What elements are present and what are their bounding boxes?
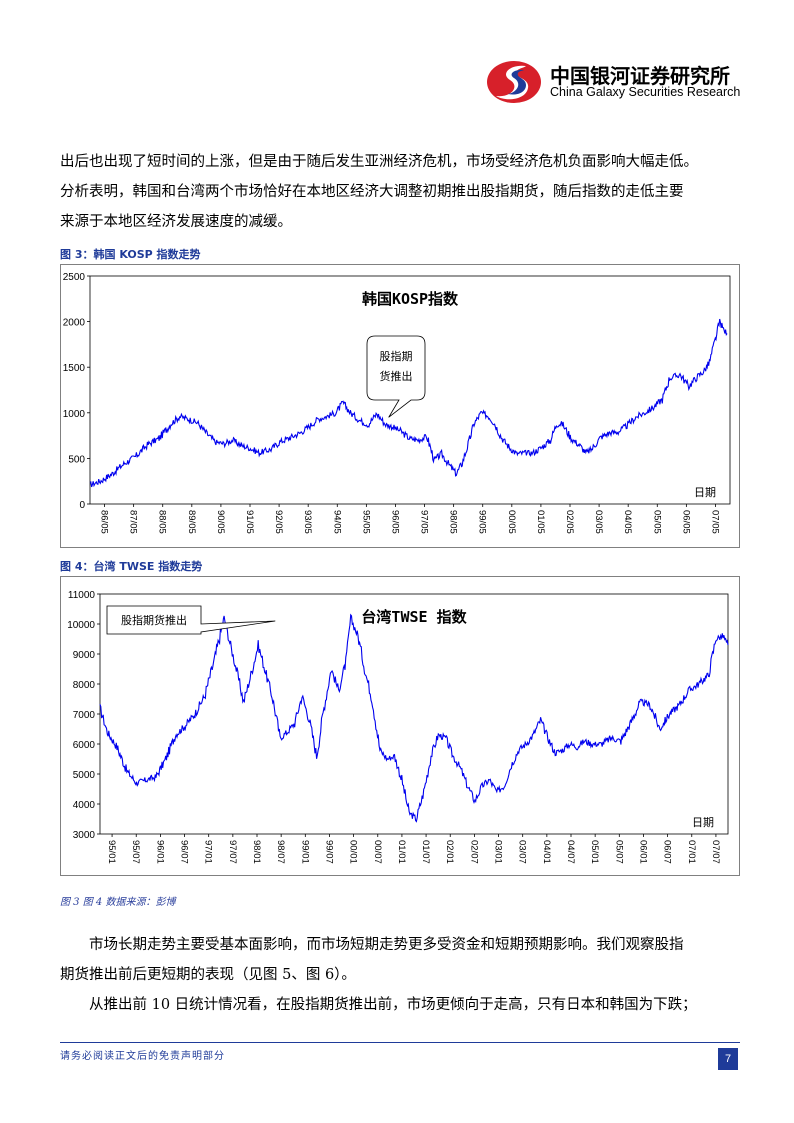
x-tick-label: 00/07 <box>372 840 383 864</box>
x-tick-label: 02/05 <box>564 510 575 534</box>
figure-3-caption: 图 3：韩国 KOSP 指数走势 <box>60 248 201 261</box>
x-tick-label: 00/01 <box>348 840 359 864</box>
footer-divider <box>60 1042 740 1043</box>
x-tick-label: 97/07 <box>227 840 238 864</box>
x-tick-label: 00/05 <box>506 510 517 534</box>
y-tick-label: 4000 <box>73 800 96 811</box>
chart-title: 韩国KOSP指数 <box>362 290 459 308</box>
series-line <box>99 613 729 823</box>
x-tick-label: 98/05 <box>448 510 459 534</box>
kosp-line-chart: 0 500 1000 1500 2000 2500 86/05 87/05 88/05 89/05… <box>60 264 740 548</box>
text-line: 期货推出前后更短期的表现（见图 5、图 6）。 <box>60 967 356 983</box>
body-paragraph-top: 出后也出现了短时间的上涨，但是由于随后发生亚洲经济危机，市场受经济危机负面影响大… <box>60 147 740 237</box>
y-tick-label: 9000 <box>73 650 96 661</box>
x-tick-label: 90/05 <box>215 510 226 534</box>
y-tick-label: 1500 <box>63 363 86 374</box>
x-tick-label: 03/01 <box>493 840 504 864</box>
x-tick-label: 07/05 <box>709 510 720 534</box>
y-tick-label: 3000 <box>73 830 96 841</box>
x-tick-label: 88/05 <box>157 510 168 534</box>
annotation-callout <box>366 335 426 418</box>
y-tick-label: 7000 <box>73 710 96 721</box>
x-tick-label: 95/05 <box>360 510 371 534</box>
x-tick-label: 01/05 <box>535 510 546 534</box>
x-tick-label: 98/01 <box>251 840 262 864</box>
page-number: 7 <box>718 1048 738 1070</box>
figure-4-chart: 3000 4000 5000 6000 7000 8000 9000 10000 11000 95… <box>60 576 740 876</box>
figure-3-chart: 0 500 1000 1500 2000 2500 86/05 87/05 88/05 89/05… <box>60 264 740 548</box>
y-tick-label: 0 <box>79 500 85 511</box>
x-tick-label: 02/01 <box>444 840 455 864</box>
y-tick-label: 1000 <box>63 409 86 420</box>
x-tick-label: 07/07 <box>710 840 721 864</box>
x-tick-label: 95/01 <box>106 840 117 864</box>
x-tick-label: 96/05 <box>389 510 400 534</box>
x-tick-label: 07/01 <box>686 840 697 864</box>
chart-title: 台湾TWSE 指数 <box>361 608 467 626</box>
text-line: 来源于本地区经济发展速度的减缓。 <box>60 214 292 230</box>
figure-4-caption: 图 4：台湾 TWSE 指数走势 <box>60 560 203 573</box>
x-tick-label: 03/07 <box>517 840 528 864</box>
x-tick-label: 99/05 <box>477 510 488 534</box>
x-tick-label: 06/01 <box>637 840 648 864</box>
x-tick-label: 04/01 <box>541 840 552 864</box>
y-tick-label: 5000 <box>73 770 96 781</box>
y-tick-label: 2500 <box>63 272 86 283</box>
x-tick-label: 04/07 <box>565 840 576 864</box>
x-tick-label: 99/07 <box>323 840 334 864</box>
x-tick-label: 89/05 <box>186 510 197 534</box>
x-tick-label: 96/07 <box>179 840 190 864</box>
y-tick-label: 10000 <box>67 620 95 631</box>
x-tick-label: 97/05 <box>419 510 430 534</box>
galaxy-logo-icon <box>487 61 541 103</box>
x-tick-label: 98/07 <box>275 840 286 864</box>
x-tick-label: 96/01 <box>154 840 165 864</box>
x-tick-label: 93/05 <box>302 510 313 534</box>
x-axis-label: 日期 <box>692 816 714 829</box>
x-tick-label: 91/05 <box>244 510 255 534</box>
x-tick-label: 05/05 <box>651 510 662 534</box>
x-tick-label: 02/07 <box>468 840 479 864</box>
x-tick-label: 95/07 <box>130 840 141 864</box>
data-source-note: 图 3 图 4 数据来源：彭博 <box>60 897 176 908</box>
x-tick-label: 92/05 <box>273 510 284 534</box>
x-tick-label: 04/05 <box>622 510 633 534</box>
text-line: 市场长期走势主要受基本面影响，而市场短期走势更多受资金和短期预期影响。我们观察股… <box>89 937 684 953</box>
x-tick-label: 06/07 <box>662 840 673 864</box>
text-line: 出后也出现了短时间的上涨，但是由于随后发生亚洲经济危机，市场受经济危机负面影响大… <box>60 154 698 170</box>
x-tick-label: 03/05 <box>593 510 604 534</box>
x-tick-label: 05/07 <box>613 840 624 864</box>
logo-english-name: China Galaxy Securities Research <box>550 85 741 99</box>
twse-line-chart: 3000 4000 5000 6000 7000 8000 9000 10000 11000 95… <box>60 576 740 876</box>
x-axis-label: 日期 <box>694 486 716 499</box>
annotation-text: 股指期货推出 <box>121 613 187 627</box>
y-tick-label: 8000 <box>73 680 96 691</box>
annotation-text: 货推出 <box>380 369 413 383</box>
y-tick-label: 2000 <box>63 318 86 329</box>
x-tick-label: 94/05 <box>331 510 342 534</box>
body-paragraph-bottom: 市场长期走势主要受基本面影响，而市场短期走势更多受资金和短期预期影响。我们观察股… <box>60 930 740 1020</box>
x-tick-label: 05/01 <box>589 840 600 864</box>
text-line: 从推出前 10 日统计情况看，在股指期货推出前，市场更倾向于走高，只有日本和韩国… <box>89 997 697 1013</box>
series-line <box>89 318 728 488</box>
x-tick-label: 99/01 <box>299 840 310 864</box>
x-tick-label: 87/05 <box>128 510 139 534</box>
plot-area <box>89 275 731 505</box>
y-tick-label: 6000 <box>73 740 96 751</box>
x-tick-label: 97/01 <box>203 840 214 864</box>
x-tick-label: 01/01 <box>396 840 407 864</box>
x-tick-label: 06/05 <box>680 510 691 534</box>
annotation-callout <box>106 605 276 635</box>
company-logo: 中国银河证券研究所 China Galaxy Securities Resear… <box>486 58 746 106</box>
x-tick-label: 86/05 <box>99 510 110 534</box>
y-tick-label: 11000 <box>68 590 96 601</box>
logo-chinese-name: 中国银河证券研究所 <box>550 64 730 88</box>
annotation-text: 股指期 <box>380 349 413 363</box>
y-tick-label: 500 <box>68 454 85 465</box>
x-tick-label: 01/07 <box>420 840 431 864</box>
text-line: 分析表明，韩国和台湾两个市场恰好在本地区经济大调整初期推出股指期货，随后指数的走… <box>60 184 684 200</box>
footer-disclaimer: 请务必阅读正文后的免责声明部分 <box>60 1051 225 1062</box>
